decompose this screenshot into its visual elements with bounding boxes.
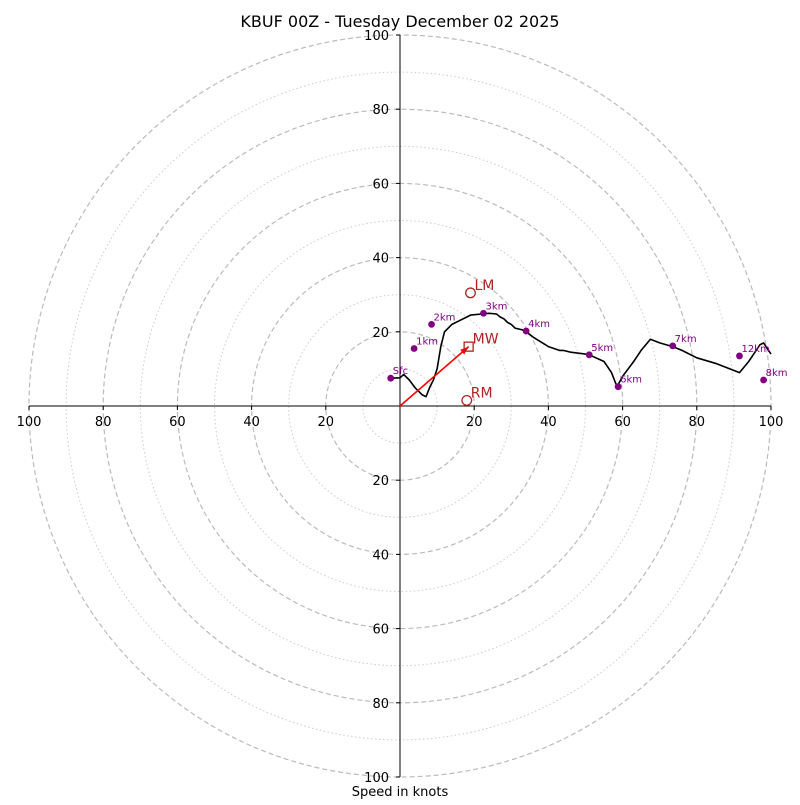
- height-marker: [387, 374, 395, 382]
- storm-motion-marker: [461, 394, 473, 406]
- y-tick-label: 20: [372, 474, 389, 489]
- y-tick-label: 80: [372, 697, 389, 712]
- height-marker-label: 7km: [675, 334, 697, 345]
- height-marker-label: Sfc: [393, 366, 408, 377]
- height-marker-label: 2km: [434, 312, 456, 323]
- height-markers: Sfc 1km 2km 3km 4km 5km 6km 7km 8km 12km: [387, 301, 788, 391]
- y-tick-label: 100: [364, 771, 389, 786]
- storm-motion-label: RM: [471, 385, 493, 401]
- height-marker-label: 3km: [485, 301, 507, 312]
- mean-wind-marker: [463, 341, 474, 352]
- vector-line: [399, 346, 470, 407]
- height-marker: [522, 327, 530, 335]
- x-tick-label: 40: [540, 415, 557, 430]
- hodograph-trace: [390, 312, 772, 398]
- chart-title: KBUF 00Z - Tuesday December 02 2025: [240, 12, 559, 31]
- height-marker: [480, 309, 487, 317]
- height-marker-label: 6km: [620, 375, 642, 386]
- y-tick-label: 20: [372, 326, 389, 341]
- mean-wind-vector: [399, 346, 470, 407]
- x-tick-label: 100: [759, 415, 784, 430]
- storm-motion-marker: [465, 287, 476, 299]
- height-marker: [760, 376, 767, 384]
- x-tick-label: 20: [466, 415, 483, 430]
- height-marker: [585, 351, 593, 359]
- y-tick-label: 40: [372, 548, 389, 563]
- height-marker: [736, 352, 743, 360]
- hodograph-line: [390, 312, 772, 398]
- height-marker: [614, 383, 622, 391]
- height-marker-label: 1km: [416, 336, 438, 347]
- x-tick-label: 80: [95, 415, 112, 430]
- y-tick-label: 100: [364, 29, 389, 44]
- height-marker-label: 4km: [528, 319, 550, 330]
- tick-labels: 20 20 20 20 40 40 40 40 60 60 60 60 80 80 80 80 100 100 10…: [17, 29, 784, 786]
- storm-motion-label: MW: [473, 332, 499, 348]
- x-tick-label: 60: [614, 415, 631, 430]
- x-tick-label: 40: [243, 415, 260, 430]
- height-marker: [410, 345, 418, 352]
- y-tick-label: 80: [372, 103, 389, 118]
- height-marker: [428, 320, 435, 328]
- storm-motion-label: LM: [474, 278, 494, 294]
- height-marker-label: 5km: [591, 343, 613, 354]
- y-tick-label: 60: [372, 623, 389, 638]
- x-tick-label: 100: [17, 415, 42, 430]
- height-marker: [669, 342, 677, 350]
- storm-motion-markers: LM MW RM: [461, 278, 499, 406]
- y-tick-label: 60: [372, 177, 389, 192]
- x-axis-label: Speed in knots: [352, 785, 449, 800]
- x-tick-label: 20: [318, 415, 335, 430]
- height-marker-label: 12km: [741, 344, 769, 355]
- height-marker-label: 8km: [766, 368, 788, 379]
- x-tick-label: 80: [689, 415, 706, 430]
- x-tick-label: 60: [169, 415, 186, 430]
- y-tick-label: 40: [372, 252, 389, 267]
